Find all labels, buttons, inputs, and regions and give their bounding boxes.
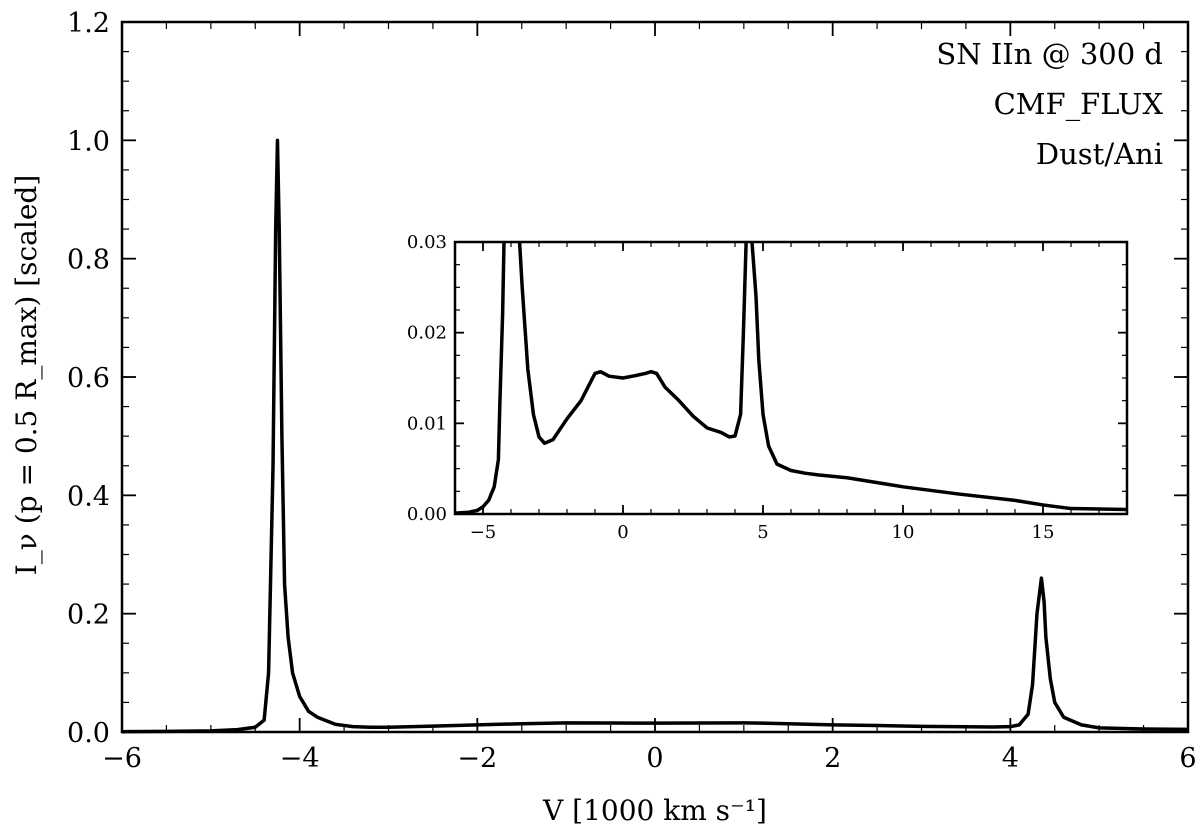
y-tick-label: 0.02 (407, 323, 447, 344)
x-tick-label: −5 (470, 522, 497, 543)
x-axis-label: V [1000 km s⁻¹] (542, 794, 767, 827)
inset-ticks: −5 0 5 10 15 0.00 0.01 0.02 0.03 (407, 232, 1128, 543)
annotation-run: SN IIn @ 300 d (936, 37, 1163, 71)
x-tick-label: 5 (757, 522, 768, 543)
y-tick-label: 0.6 (67, 363, 110, 394)
x-tick-label: 15 (1032, 522, 1055, 543)
x-tick-label: 6 (1179, 743, 1196, 774)
inset-plot: −5 0 5 10 15 0.00 0.01 0.02 0.03 (407, 232, 1129, 543)
inset-data-line (455, 242, 1127, 514)
y-tick-label: 0.8 (67, 245, 110, 276)
x-tick-label: −6 (102, 743, 142, 774)
y-tick-label: 1.0 (67, 126, 110, 157)
x-tick-label: −2 (457, 743, 497, 774)
main-data-line (121, 138, 1189, 734)
y-tick-label: 0.00 (407, 504, 447, 525)
annotation-block: SN IIn @ 300 d CMF_FLUX Dust/Ani (936, 37, 1163, 171)
annotation-model: Dust/Ani (1036, 137, 1163, 171)
y-axis-label: I_ν (p = 0.5 R_max) [scaled] (10, 175, 43, 576)
x-tick-label: 10 (892, 522, 915, 543)
y-tick-label: 0.4 (67, 481, 110, 512)
y-tick-label: 0.2 (67, 600, 110, 631)
inset-background (455, 242, 1127, 514)
y-tick-label: 0.0 (67, 718, 110, 749)
inset-plot-frame (453, 240, 1129, 516)
x-tick-label: 2 (824, 743, 841, 774)
y-tick-label: 1.2 (67, 8, 110, 39)
y-tick-label: 0.01 (407, 413, 447, 434)
annotation-flux: CMF_FLUX (994, 87, 1164, 122)
x-tick-label: 0 (617, 522, 628, 543)
main-plot: −6 −4 −2 0 2 4 6 0.0 0.2 0.4 0.6 0.8 1.0 1.2 (67, 8, 1197, 774)
x-tick-label: 0 (646, 743, 663, 774)
x-tick-label: −4 (280, 743, 320, 774)
x-tick-label: 4 (1002, 743, 1019, 774)
main-ticks: −6 −4 −2 0 2 4 6 0.0 0.2 0.4 0.6 0.8 1.0 1.2 (67, 8, 1197, 774)
y-tick-label: 0.03 (407, 232, 447, 253)
